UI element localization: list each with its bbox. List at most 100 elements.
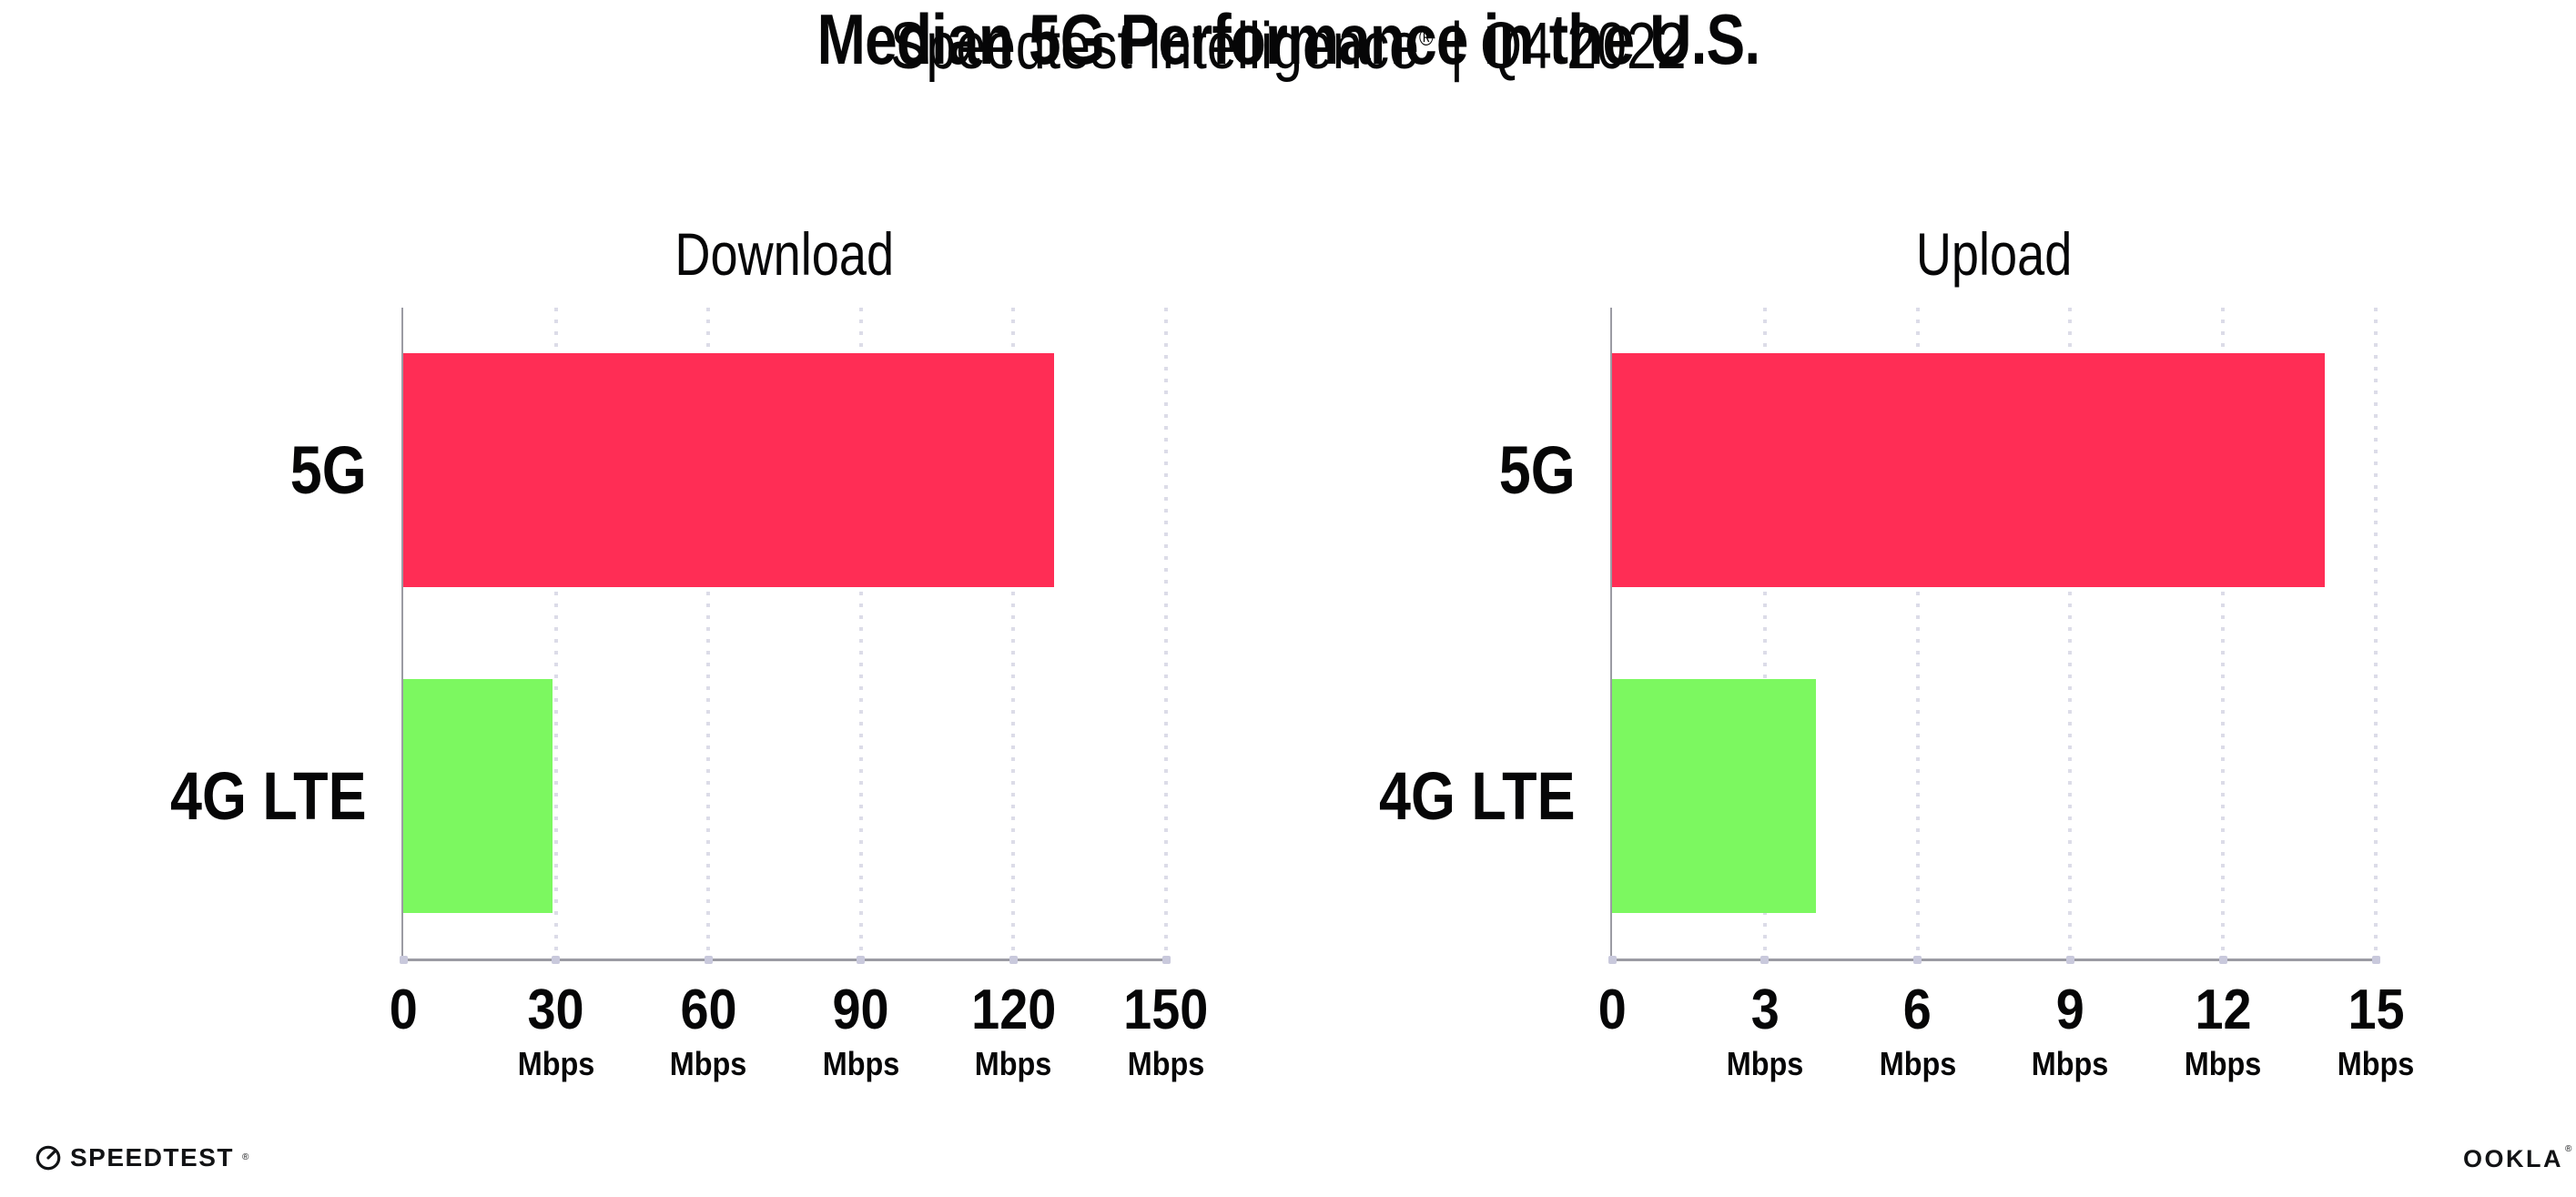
category-label-upload-5g: 5G — [1230, 430, 1576, 512]
tick-unit-download-150: Mbps — [1066, 1047, 1266, 1081]
tick-unit-text: Mbps — [822, 1045, 900, 1082]
tick-label-text: 30 — [527, 979, 584, 1041]
tick-label-text: 150 — [1123, 979, 1209, 1041]
tick-unit-text: Mbps — [2337, 1045, 2415, 1082]
bar-download-4g-lte — [403, 679, 553, 913]
bar-upload-5g — [1612, 353, 2326, 587]
tick-label-text: 60 — [680, 979, 737, 1041]
page-title-text: Median 5G Performance in the U.S. — [816, 0, 1760, 79]
tick-unit-text: Mbps — [2184, 1045, 2262, 1082]
page-subtitle: Speedtest Intelligence® | Q4 2022 — [0, 0, 2576, 93]
bar-download-5g — [403, 353, 1055, 587]
tick-dot-download-120 — [1009, 956, 1018, 964]
tick-unit-text: Mbps — [669, 1045, 747, 1082]
gridline-download-120 — [1011, 308, 1016, 959]
tick-unit-download-60: Mbps — [608, 1047, 808, 1081]
gridline-upload-12 — [2221, 308, 2226, 959]
category-label-text: 4G LTE — [170, 758, 367, 834]
tick-label-download-30: 30 — [456, 981, 656, 1040]
subtitle-divider: | — [1449, 10, 1464, 83]
speedtest-wordmark: SPEEDTEST — [70, 1143, 234, 1172]
tick-dot-download-0 — [399, 956, 408, 964]
ookla-wordmark: OOKLA — [2463, 1145, 2563, 1172]
tick-unit-download-90: Mbps — [761, 1047, 961, 1081]
tick-unit-download-30: Mbps — [456, 1047, 656, 1081]
gridline-upload-15 — [2374, 308, 2378, 959]
tick-label-text: 9 — [2055, 979, 2084, 1041]
category-label-text: 5G — [1499, 432, 1576, 508]
tick-unit-text: Mbps — [517, 1045, 594, 1082]
tick-unit-text: Mbps — [975, 1045, 1052, 1082]
tick-unit-upload-12: Mbps — [2123, 1047, 2323, 1081]
tick-label-upload-3: 3 — [1665, 981, 1865, 1040]
chart-title-download: Download — [403, 218, 1166, 289]
subtitle-brand: Speedtest Intelligence — [889, 10, 1419, 83]
tick-unit-upload-9: Mbps — [1970, 1047, 2170, 1081]
gridline-download-30 — [553, 308, 558, 959]
tick-unit-upload-6: Mbps — [1818, 1047, 2018, 1081]
gridline-download-60 — [706, 308, 711, 959]
category-label-text: 4G LTE — [1379, 758, 1576, 834]
tick-label-upload-6: 6 — [1818, 981, 2018, 1040]
page-title: Median 5G Performance in the U.S. — [0, 0, 2576, 78]
tick-label-text: 6 — [1903, 979, 1932, 1041]
tick-dot-download-60 — [704, 956, 713, 964]
tick-label-text: 90 — [832, 979, 889, 1041]
tick-label-text: 120 — [970, 979, 1056, 1041]
tick-unit-download-120: Mbps — [913, 1047, 1113, 1081]
ookla-logo: OOKLA ® — [2463, 1144, 2572, 1173]
tick-dot-download-30 — [552, 956, 561, 964]
tick-dot-upload-3 — [1760, 956, 1770, 964]
tick-label-text: 0 — [1597, 979, 1627, 1041]
gridline-download-90 — [858, 308, 863, 959]
speedtest-registered-mark: ® — [241, 1152, 249, 1162]
tick-unit-upload-3: Mbps — [1665, 1047, 1865, 1081]
gridline-upload-9 — [2068, 308, 2073, 959]
tick-label-download-0: 0 — [303, 981, 503, 1040]
x-axis-line-upload — [1610, 959, 2376, 961]
speedtest-gauge-icon — [35, 1145, 61, 1171]
tick-label-text: 3 — [1750, 979, 1780, 1041]
tick-unit-text: Mbps — [1127, 1045, 1205, 1082]
subtitle-period: Q4 2022 — [1479, 10, 1687, 83]
tick-unit-upload-15: Mbps — [2276, 1047, 2476, 1081]
y-axis-line-upload — [1610, 308, 1612, 959]
tick-label-upload-9: 9 — [1970, 981, 2170, 1040]
gridline-upload-6 — [1915, 308, 1920, 959]
category-label-download-5g: 5G — [21, 430, 367, 512]
tick-label-text: 15 — [2347, 979, 2405, 1041]
registered-mark: ® — [1418, 24, 1434, 51]
tick-label-upload-12: 12 — [2123, 981, 2323, 1040]
ookla-registered-mark: ® — [2565, 1144, 2572, 1154]
gridline-upload-3 — [1762, 308, 1767, 959]
tick-dot-upload-15 — [2371, 956, 2380, 964]
tick-dot-upload-6 — [1913, 956, 1922, 964]
tick-dot-download-150 — [1161, 956, 1171, 964]
tick-dot-upload-0 — [1607, 956, 1617, 964]
tick-label-download-60: 60 — [608, 981, 808, 1040]
x-axis-line-download — [401, 959, 1166, 961]
tick-unit-text: Mbps — [2032, 1045, 2109, 1082]
category-label-text: 5G — [290, 432, 367, 508]
tick-label-text: 12 — [2195, 979, 2252, 1041]
tick-label-text: 0 — [389, 979, 418, 1041]
tick-label-upload-15: 15 — [2276, 981, 2476, 1040]
tick-label-download-120: 120 — [913, 981, 1113, 1040]
tick-label-download-90: 90 — [761, 981, 961, 1040]
chart-title-upload: Upload — [1612, 218, 2376, 289]
speedtest-logo: SPEEDTEST ® — [35, 1142, 248, 1173]
tick-label-download-150: 150 — [1066, 981, 1266, 1040]
tick-unit-text: Mbps — [1879, 1045, 1956, 1082]
y-axis-line-download — [401, 308, 403, 959]
chart-title-text: Upload — [1915, 220, 2073, 288]
tick-dot-upload-9 — [2065, 956, 2074, 964]
bar-upload-4g-lte — [1612, 679, 1816, 913]
category-label-upload-4g-lte: 4G LTE — [1230, 756, 1576, 837]
tick-dot-download-90 — [857, 956, 866, 964]
gridline-download-150 — [1164, 308, 1168, 959]
chart-title-text: Download — [674, 220, 895, 288]
tick-dot-upload-12 — [2218, 956, 2227, 964]
